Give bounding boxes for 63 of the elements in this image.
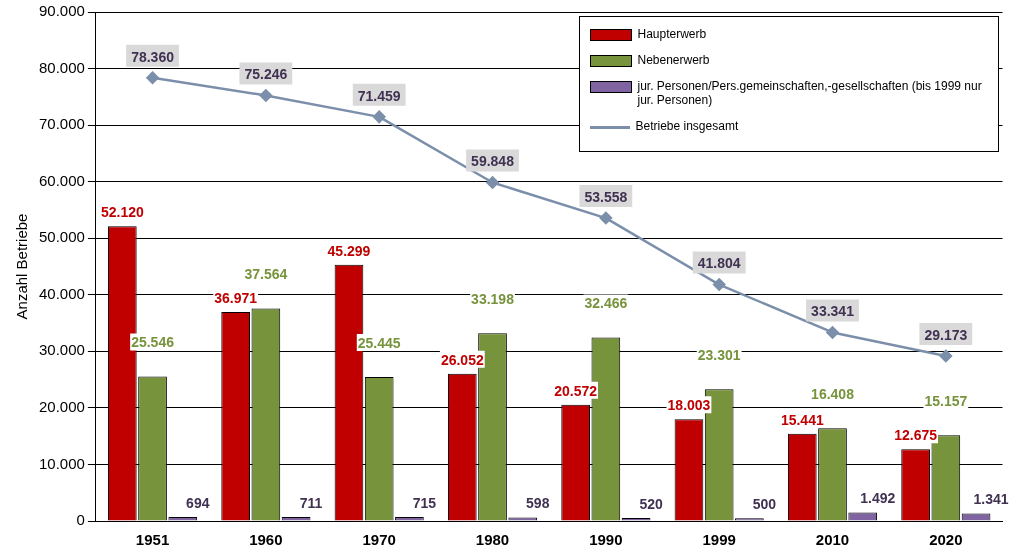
x-tick-label: 2020 — [929, 531, 963, 549]
x-tick-label: 1990 — [589, 531, 623, 549]
data-label: 78.360 — [131, 48, 175, 65]
y-axis-title: Anzahl Betriebe — [13, 213, 31, 320]
data-label: 32.466 — [584, 295, 628, 312]
data-label: 36.971 — [214, 289, 258, 306]
x-tick-label: 1960 — [249, 531, 283, 549]
data-label: 41.804 — [697, 255, 741, 272]
data-label: 1.492 — [860, 490, 896, 507]
legend-label: Haupterwerb — [637, 27, 707, 41]
data-label: 520 — [639, 495, 663, 512]
y-tick-label: 40.000 — [38, 284, 85, 302]
point — [372, 110, 386, 124]
data-label: 16.408 — [811, 386, 855, 403]
data-label: 71.459 — [357, 87, 401, 104]
legend-label: Nebenerwerb — [637, 53, 710, 67]
x-tick-label: 2010 — [815, 531, 850, 549]
data-label: 33.198 — [471, 291, 515, 308]
data-label: 25.445 — [357, 334, 401, 351]
data-label: 75.246 — [244, 66, 288, 83]
data-label: 500 — [752, 496, 777, 513]
data-label: 1.341 — [973, 491, 1009, 508]
point — [259, 89, 273, 102]
y-tick-label: 60.000 — [38, 171, 85, 189]
y-tick-label: 70.000 — [38, 115, 85, 133]
y-tick-label: 50.000 — [38, 228, 85, 246]
point — [826, 326, 839, 339]
y-tick-label: 10.000 — [38, 454, 85, 472]
data-label: 25.546 — [131, 334, 175, 351]
data-label: 12.675 — [894, 427, 938, 444]
data-label: 33.341 — [811, 303, 855, 320]
data-label: 26.052 — [440, 351, 484, 368]
data-label: 711 — [299, 494, 323, 511]
point — [146, 71, 159, 85]
x-tick-label: 1999 — [702, 531, 736, 549]
legend-label: jur. Personen/Pers.gemeinschaften,-gesellschaften (bis 1999 nur jur. Personen) — [637, 79, 983, 107]
y-tick-label: 90.000 — [38, 2, 85, 20]
data-label: 18.003 — [667, 397, 711, 414]
y-tick-label: 80.000 — [38, 58, 85, 76]
x-tick-label: 1970 — [362, 531, 396, 549]
data-label: 694 — [186, 494, 210, 511]
data-label: 598 — [526, 495, 550, 512]
data-label: 59.848 — [471, 153, 515, 170]
y-tick-label: 30.000 — [38, 341, 85, 359]
data-label: 29.173 — [924, 326, 968, 343]
data-label: 15.441 — [780, 411, 824, 428]
data-label: 53.558 — [584, 188, 628, 205]
y-tick-label: 0 — [76, 511, 85, 529]
legend-label: Betriebe insgesamt — [635, 119, 739, 133]
data-label: 52.120 — [100, 204, 144, 221]
point — [486, 176, 499, 189]
data-label: 37.564 — [244, 266, 288, 283]
point — [599, 211, 613, 225]
point — [939, 349, 953, 363]
x-tick-label: 1980 — [475, 531, 510, 549]
data-label: 15.157 — [924, 393, 968, 410]
point — [712, 278, 726, 291]
data-label: 23.301 — [697, 347, 741, 364]
data-label: 715 — [412, 494, 437, 511]
data-label: 20.572 — [554, 382, 598, 399]
y-tick-label: 20.000 — [38, 398, 85, 416]
x-tick-label: 1951 — [135, 531, 170, 549]
data-label: 45.299 — [327, 242, 371, 259]
